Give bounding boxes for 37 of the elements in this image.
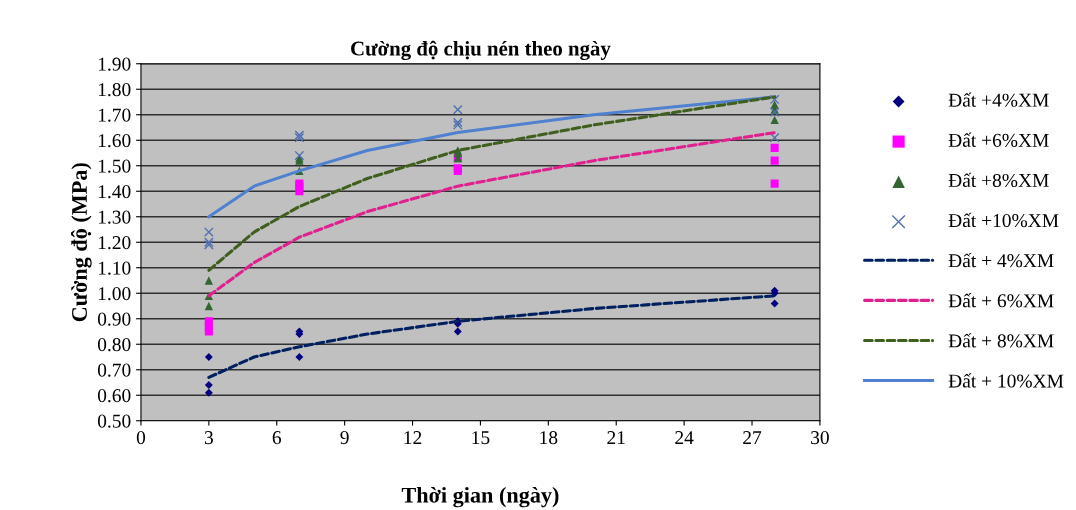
- y-tick-label: 1.30: [98, 210, 131, 224]
- x-tick-label: 21: [607, 431, 625, 444]
- y-tick-label: 0.60: [97, 389, 131, 403]
- y-tick-label: 1.90: [98, 57, 131, 71]
- y-tick-label: 0.90: [97, 312, 131, 326]
- legend-label: Đất +4%XM: [948, 92, 1049, 107]
- y-tick-label: 1.40: [98, 185, 131, 199]
- x-tick-label: 12: [404, 431, 422, 444]
- y-tick-label: 1.20: [98, 236, 131, 250]
- x-tick-label: 24: [675, 431, 694, 444]
- y-tick-label: 1.60: [98, 134, 131, 148]
- x-axis-title: Thời gian (ngày): [401, 486, 559, 508]
- legend-label: Đất +10%XM: [948, 212, 1059, 228]
- y-tick-label: 1.10: [98, 261, 131, 275]
- legend-label: Đất + 10%XM: [948, 373, 1064, 388]
- y-tick-label: 1.70: [98, 108, 131, 122]
- x-tick-label: 15: [472, 431, 490, 445]
- x-tick-label: 0: [136, 431, 146, 445]
- x-tick-label: 6: [272, 431, 282, 445]
- x-tick-label: 18: [540, 431, 558, 445]
- y-tick-label: 1.00: [98, 287, 131, 301]
- x-tick-label: 9: [340, 431, 349, 445]
- y-tick-label: 0.80: [97, 338, 131, 352]
- legend-label: Đất +8%XM: [948, 172, 1049, 188]
- x-tick-label: 3: [204, 431, 213, 445]
- y-tick-label: 0.50: [97, 414, 131, 428]
- chart-title: Cường độ chịu nén theo ngày: [351, 40, 611, 61]
- legend-label: Đất +6%XM: [948, 132, 1049, 147]
- legend-label: Đất + 4%XM: [948, 252, 1054, 268]
- y-tick-label: 1.50: [98, 159, 131, 173]
- x-tick-label: 27: [743, 431, 762, 444]
- y-tick-label: 0.70: [97, 363, 131, 377]
- y-axis-title: Cường độ (MPa): [71, 163, 92, 322]
- x-tick-label: 30: [811, 431, 829, 445]
- legend-label: Đất + 8%XM: [948, 333, 1054, 348]
- y-tick-label: 1.80: [98, 83, 131, 97]
- legend-label: Đất + 6%XM: [948, 293, 1054, 308]
